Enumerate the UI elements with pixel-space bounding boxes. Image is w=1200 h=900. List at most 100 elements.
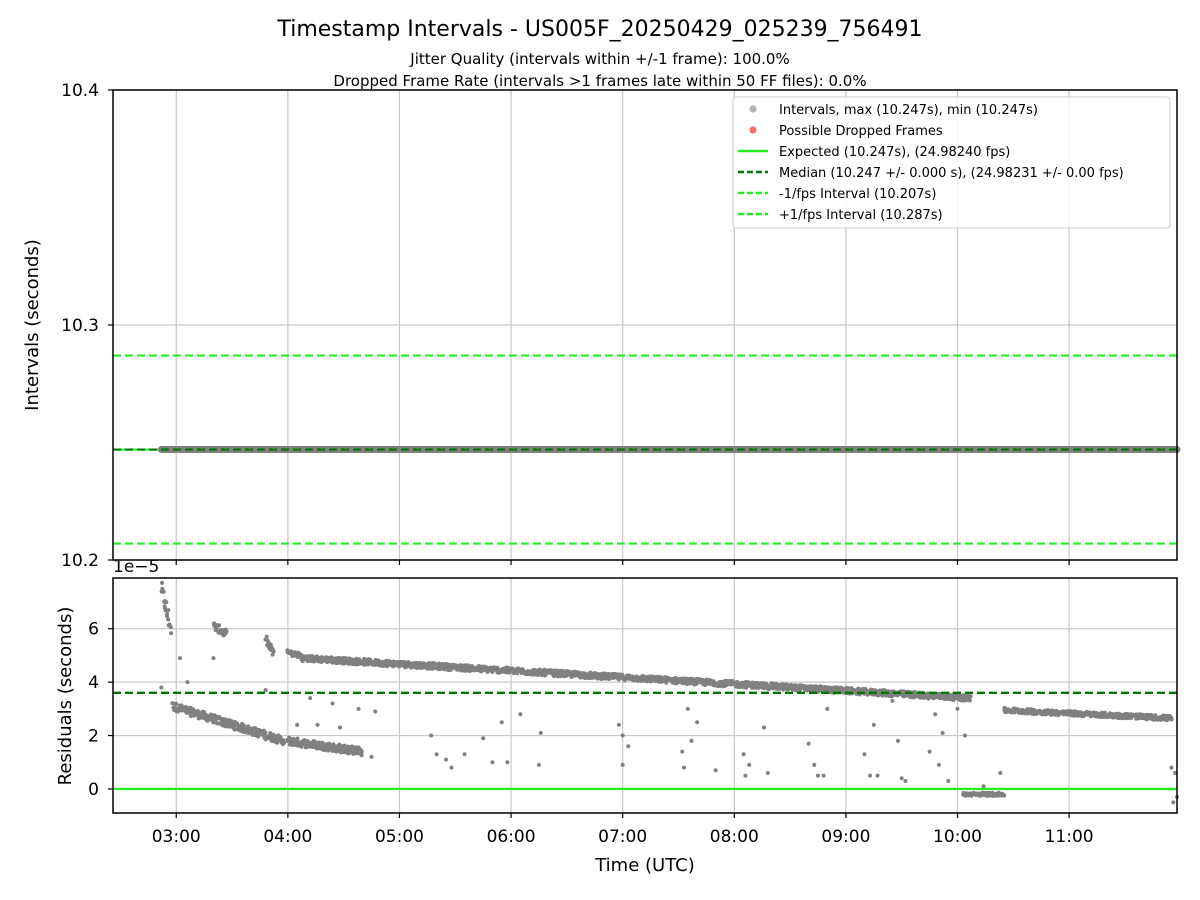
residual-outlier-point xyxy=(1171,800,1176,805)
residual-outlier-point xyxy=(933,712,938,717)
chart-subtitle-jitter: Jitter Quality (intervals within +/-1 fr… xyxy=(409,50,789,68)
residual-outlier-point xyxy=(741,752,746,757)
residual-point xyxy=(160,586,165,591)
residual-point xyxy=(359,749,364,754)
residual-point xyxy=(967,698,972,703)
residual-outlier-point xyxy=(962,733,967,738)
legend-dropped-marker xyxy=(749,126,757,134)
top-y-axis-label: Intervals (seconds) xyxy=(22,239,43,411)
residual-point xyxy=(160,580,165,585)
residual-point xyxy=(264,634,269,639)
residual-outlier-point xyxy=(868,773,873,778)
residual-point xyxy=(278,735,283,740)
residual-point xyxy=(195,709,200,714)
residual-outlier-point xyxy=(713,768,718,773)
residual-outlier-point xyxy=(499,720,504,725)
residual-outlier-point xyxy=(263,688,268,693)
x-tick-label: 09:00 xyxy=(821,827,870,847)
residual-outlier-point xyxy=(211,656,216,661)
residual-outlier-point xyxy=(946,778,951,783)
residual-outlier-point xyxy=(449,765,454,770)
residual-point xyxy=(299,744,304,749)
residual-outlier-point xyxy=(862,752,867,757)
legend-label: Intervals, max (10.247s), min (10.247s) xyxy=(779,103,1038,118)
residual-point xyxy=(166,617,171,622)
legend-label: -1/fps Interval (10.207s) xyxy=(779,187,936,202)
residual-point xyxy=(271,649,276,654)
residual-outlier-point xyxy=(762,725,767,730)
residual-point xyxy=(320,740,325,745)
residual-outlier-point xyxy=(927,749,932,754)
residual-outlier-point xyxy=(538,730,543,735)
residual-outlier-point xyxy=(685,706,690,711)
residual-point xyxy=(336,748,341,753)
residual-outlier-point xyxy=(373,709,378,714)
residual-outlier-point xyxy=(295,722,300,727)
chart-title: Timestamp Intervals - US005F_20250429_02… xyxy=(276,17,922,42)
legend-label: Median (10.247 +/- 0.000 s), (24.98231 +… xyxy=(779,166,1124,181)
residual-outlier-point xyxy=(356,706,361,711)
residual-point xyxy=(256,734,261,739)
residual-point xyxy=(174,701,179,706)
residual-outlier-point xyxy=(616,722,621,727)
legend-label: +1/fps Interval (10.287s) xyxy=(779,208,943,223)
residual-outlier-point xyxy=(936,762,941,767)
residual-outlier-point xyxy=(981,784,986,789)
residual-point xyxy=(168,625,173,630)
residual-outlier-point xyxy=(1169,717,1174,722)
residual-outlier-point xyxy=(812,762,817,767)
residual-outlier-point xyxy=(536,762,541,767)
bottom-scale-label: 1e−5 xyxy=(113,557,159,577)
residuals-panel: 03:00 04:00 05:00 06:00 07:00 08:00 09:00 10:00… xyxy=(88,577,1179,847)
residual-outlier-point xyxy=(680,749,685,754)
residual-point xyxy=(217,623,222,628)
residual-outlier-point xyxy=(875,773,880,778)
bottom-plot-frame xyxy=(112,577,1178,814)
x-tick-label: 11:00 xyxy=(1045,827,1094,847)
residual-point xyxy=(164,614,169,619)
residual-outlier-point xyxy=(895,738,900,743)
residual-point xyxy=(355,751,360,756)
legend-box xyxy=(732,96,1171,229)
residual-point xyxy=(736,680,740,685)
x-tick-label: 07:00 xyxy=(598,827,647,847)
residual-outlier-point xyxy=(821,773,826,778)
residual-outlier-point xyxy=(429,733,434,738)
residual-outlier-point xyxy=(490,760,495,765)
residual-outlier-point xyxy=(434,752,439,757)
residual-outlier-point xyxy=(940,730,945,735)
residual-point xyxy=(348,749,353,754)
residual-outlier-point xyxy=(806,741,811,746)
residual-point xyxy=(166,608,171,613)
residual-outlier-point xyxy=(369,754,374,759)
residual-outlier-point xyxy=(899,776,904,781)
residual-outlier-point xyxy=(743,773,748,778)
residual-point xyxy=(359,753,364,758)
residual-outlier-point xyxy=(185,680,190,685)
residual-point xyxy=(161,589,166,594)
residual-outlier-point xyxy=(747,762,752,767)
residual-outlier-point xyxy=(871,722,876,727)
residual-outlier-point xyxy=(505,760,510,765)
residual-point xyxy=(1001,793,1006,798)
legend-intervals-marker xyxy=(749,105,757,113)
x-tick-label: 08:00 xyxy=(710,827,759,847)
residual-outlier-point xyxy=(1169,765,1174,770)
residual-outlier-point xyxy=(765,770,770,775)
residual-point xyxy=(968,694,973,699)
intervals-panel: 10.2 10.3 10.4 Intervals, max (10.247s), mi… xyxy=(61,81,1181,571)
x-tick-label: 06:00 xyxy=(487,827,536,847)
legend: Intervals, max (10.247s), min (10.247s) P… xyxy=(732,96,1171,229)
residual-outlier-point xyxy=(682,765,687,770)
residual-point xyxy=(263,730,268,735)
residual-outlier-point xyxy=(998,770,1003,775)
bottom-y-tick-label: 0 xyxy=(88,780,99,800)
residual-point xyxy=(342,743,347,748)
top-y-tick-label: 10.2 xyxy=(61,551,99,571)
x-axis-label: Time (UTC) xyxy=(594,855,695,876)
residual-outlier-point xyxy=(330,701,335,706)
residual-point xyxy=(223,630,228,635)
residual-outlier-point xyxy=(308,696,313,701)
x-tick-label: 10:00 xyxy=(933,827,982,847)
residual-outlier-point xyxy=(825,706,830,711)
